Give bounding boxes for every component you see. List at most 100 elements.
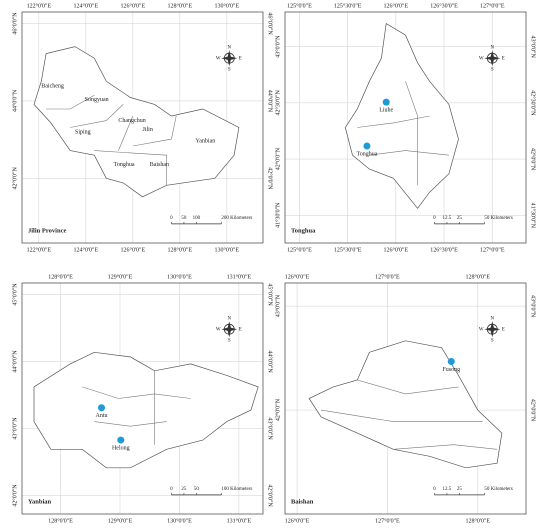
panel-title: Yanbian	[28, 498, 52, 505]
map-frame	[21, 282, 264, 515]
longitude-label: 128°0'0"E	[48, 517, 73, 524]
latitude-label: 42°0'0"N	[530, 148, 537, 171]
place-label: Fusong	[442, 367, 460, 373]
longitude-label: 127°0'0"E	[480, 246, 505, 253]
compass-letter: N	[490, 316, 494, 321]
compass-letter: N	[227, 45, 231, 50]
latitude-label: 42°0'0"N	[530, 399, 537, 422]
latitude-label: 46°0'0"N	[11, 12, 18, 35]
scale-label: 50	[181, 216, 187, 221]
scale-label: 50 Kilometers	[484, 487, 513, 492]
latitude-label: 42°0'0"N	[274, 398, 281, 421]
district-boundary	[94, 150, 167, 186]
compass-letter: W	[479, 56, 484, 61]
scale-label: 25	[457, 487, 463, 492]
longitude-label: 128°0'0"E	[168, 2, 193, 9]
district-boundary	[393, 444, 498, 450]
longitude-label: 126°30'0"E	[430, 246, 458, 253]
district-boundary	[70, 104, 124, 128]
compass-letter: E	[502, 327, 505, 332]
longitude-label: 126°0'0"E	[384, 246, 409, 253]
place-label: Jilin	[143, 127, 153, 133]
compass-rose	[221, 327, 238, 332]
scale-label: 12.5	[443, 216, 452, 221]
longitude-label: 129°0'0"E	[108, 517, 133, 524]
longitude-label: 130°0'0"E	[215, 2, 240, 9]
place-label: Tonghua	[356, 151, 377, 157]
latitude-label: 42°30'0"N	[530, 90, 537, 116]
latitude-label: 43°0'0"N	[530, 295, 537, 318]
longitude-label: 122°0'0"E	[27, 246, 52, 253]
place-label: Helong	[112, 445, 130, 451]
map-panel: 126°0'0"E 126°0'0"E 127°0'0"E 127°0'0"E 128°…	[274, 273, 536, 524]
map-frame	[284, 282, 527, 515]
scale-label: 0	[170, 487, 173, 492]
compass-letter: E	[239, 56, 242, 61]
longitude-label: 128°0'0"E	[465, 517, 490, 524]
compass-letter: E	[239, 327, 242, 332]
longitude-label: 127°0'0"E	[375, 273, 400, 280]
latitude-label: 42°0'0"N	[11, 167, 18, 190]
compass-letter: W	[216, 327, 221, 332]
region-outline	[33, 351, 259, 469]
latitude-label: 42°0'0"N	[267, 167, 274, 190]
panel-title: Jilin Province	[28, 227, 66, 234]
compass-letter: E	[502, 56, 505, 61]
latitude-label: 42°30'0"N	[274, 90, 281, 116]
latitude-label: 42°0'0"N	[274, 147, 281, 170]
place-label: Yanbian	[196, 139, 216, 145]
place-label: Liuhe	[379, 107, 393, 113]
latitude-label: 43°0'0"N	[11, 417, 18, 440]
compass-rose	[484, 327, 501, 332]
longitude-label: 128°0'0"E	[465, 273, 490, 280]
latitude-label: 42°0'0"N	[267, 484, 274, 507]
longitude-label: 125°0'0"E	[287, 2, 312, 9]
longitude-label: 130°0'0"E	[215, 246, 240, 253]
district-boundary	[405, 81, 418, 186]
compass-rose	[484, 56, 501, 61]
district-boundary	[357, 379, 459, 395]
latitude-label: 44°0'0"N	[11, 89, 18, 112]
site-marker	[447, 358, 455, 366]
map-panel: 122°0'0"E 122°0'0"E 124°0'0"E 124°0'0"E 126°…	[11, 2, 273, 253]
longitude-label: 125°30'0"E	[334, 2, 362, 9]
latitude-label: 43°0'0"N	[530, 36, 537, 59]
scale-label: 12.5	[443, 487, 452, 492]
scale-label: 100	[193, 216, 201, 221]
latitude-label: 43°0'0"N	[274, 294, 281, 317]
scale-label: 100 Kilometers	[221, 487, 252, 492]
scale-label: 25	[181, 487, 187, 492]
longitude-label: 126°0'0"E	[121, 246, 146, 253]
map-frame	[284, 11, 527, 244]
latitude-label: 44°0'0"N	[267, 90, 274, 113]
compass-letter: W	[216, 56, 221, 61]
region-outline	[33, 46, 240, 198]
longitude-label: 131°0'0"E	[227, 517, 252, 524]
scale-label: 0	[433, 487, 436, 492]
latitude-label: 41°30'0"N	[530, 203, 537, 229]
map-frame	[21, 11, 264, 244]
place-label: Changchun	[118, 118, 145, 124]
scale-label: 200 Kilometers	[221, 216, 252, 221]
longitude-label: 124°0'0"E	[74, 2, 99, 9]
longitude-label: 125°0'0"E	[287, 246, 312, 253]
longitude-label: 127°0'0"E	[480, 2, 505, 9]
longitude-label: 128°0'0"E	[168, 246, 193, 253]
compass-rose	[221, 56, 238, 61]
latitude-label: 43°0'0"N	[274, 35, 281, 58]
scale-label: 50	[194, 487, 200, 492]
latitude-label: 44°0'0"N	[11, 350, 18, 373]
compass-letter: W	[479, 327, 484, 332]
compass-letter: S	[491, 67, 494, 72]
compass-letter: S	[228, 338, 231, 343]
site-marker	[98, 404, 106, 412]
longitude-label: 126°0'0"E	[285, 517, 310, 524]
place-label: Baishan	[150, 162, 169, 168]
longitude-label: 125°30'0"E	[334, 246, 362, 253]
scale-label: 0	[433, 216, 436, 221]
longitude-label: 124°0'0"E	[74, 246, 99, 253]
longitude-label: 126°0'0"E	[285, 273, 310, 280]
latitude-label: 44°0'0"N	[267, 350, 274, 373]
